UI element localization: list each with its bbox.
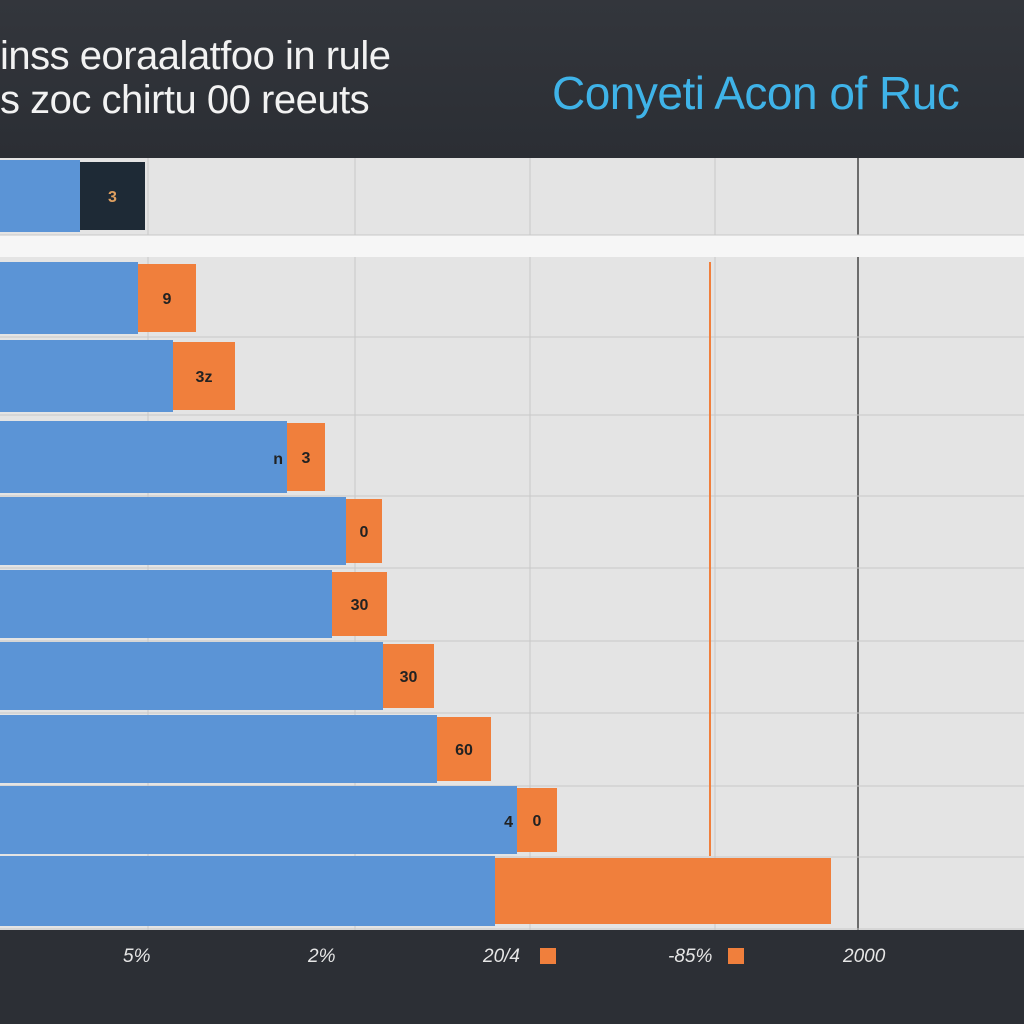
x-tick-label: 5% [123,946,151,967]
data-label: 3z [196,369,213,386]
x-tick-label: 2000 [843,946,886,967]
data-label-prefix: 4 [504,814,513,831]
bar-segment-orange [287,423,325,491]
chart-title-line-1: inss eoraalatfoo in rule [0,34,391,78]
bar-segment-orange [495,858,831,924]
bar-segment-orange [332,572,387,636]
bar-segment-blue [0,642,383,710]
bar-segment-blue [0,497,346,565]
bar-segment-orange [437,717,491,781]
data-label: 30 [351,597,369,614]
bar-segment-blue [0,340,173,412]
bar-segment-orange [173,342,235,410]
x-tick-label: -85% [668,946,713,967]
data-label: 60 [455,742,473,759]
bar-segment-blue [0,856,495,926]
x-tick-label: 20/4 [483,946,520,967]
legend-swatch [728,948,744,964]
data-label: 30 [400,669,418,686]
data-label: 3 [108,189,117,206]
row-separator [0,235,1024,257]
chart-header: inss eoraalatfoo in rule s zoc chirtu 00… [0,0,1024,158]
bar-segment-blue [0,421,287,493]
x-axis-area [0,930,1024,1024]
bar-segment-orange [346,499,382,563]
data-labels: 3 9 3z 3 n 0 30 30 60 0 4 [108,189,542,831]
bar-segment-blue [0,262,138,334]
bar-segment-orange [80,162,145,230]
legend-swatch [540,948,556,964]
chart-subtitle: Conyeti Acon of Ruc [552,67,960,119]
bar-segment-blue [0,786,517,854]
data-label-prefix: n [273,451,283,468]
data-label: 0 [360,524,369,541]
bar-segment-orange [517,788,557,852]
bar-segment-orange [138,264,196,332]
chart-title-line-2: s zoc chirtu 00 reeuts [0,78,370,122]
x-tick-label: 2% [308,946,336,967]
bar-segment-blue [0,160,80,232]
data-label: 3 [302,450,311,467]
data-label: 9 [163,291,172,308]
bars [0,160,831,926]
bar-segment-blue [0,715,437,783]
bar-segment-orange [383,644,434,708]
bar-segment-blue [0,570,332,638]
data-label: 0 [533,813,542,830]
